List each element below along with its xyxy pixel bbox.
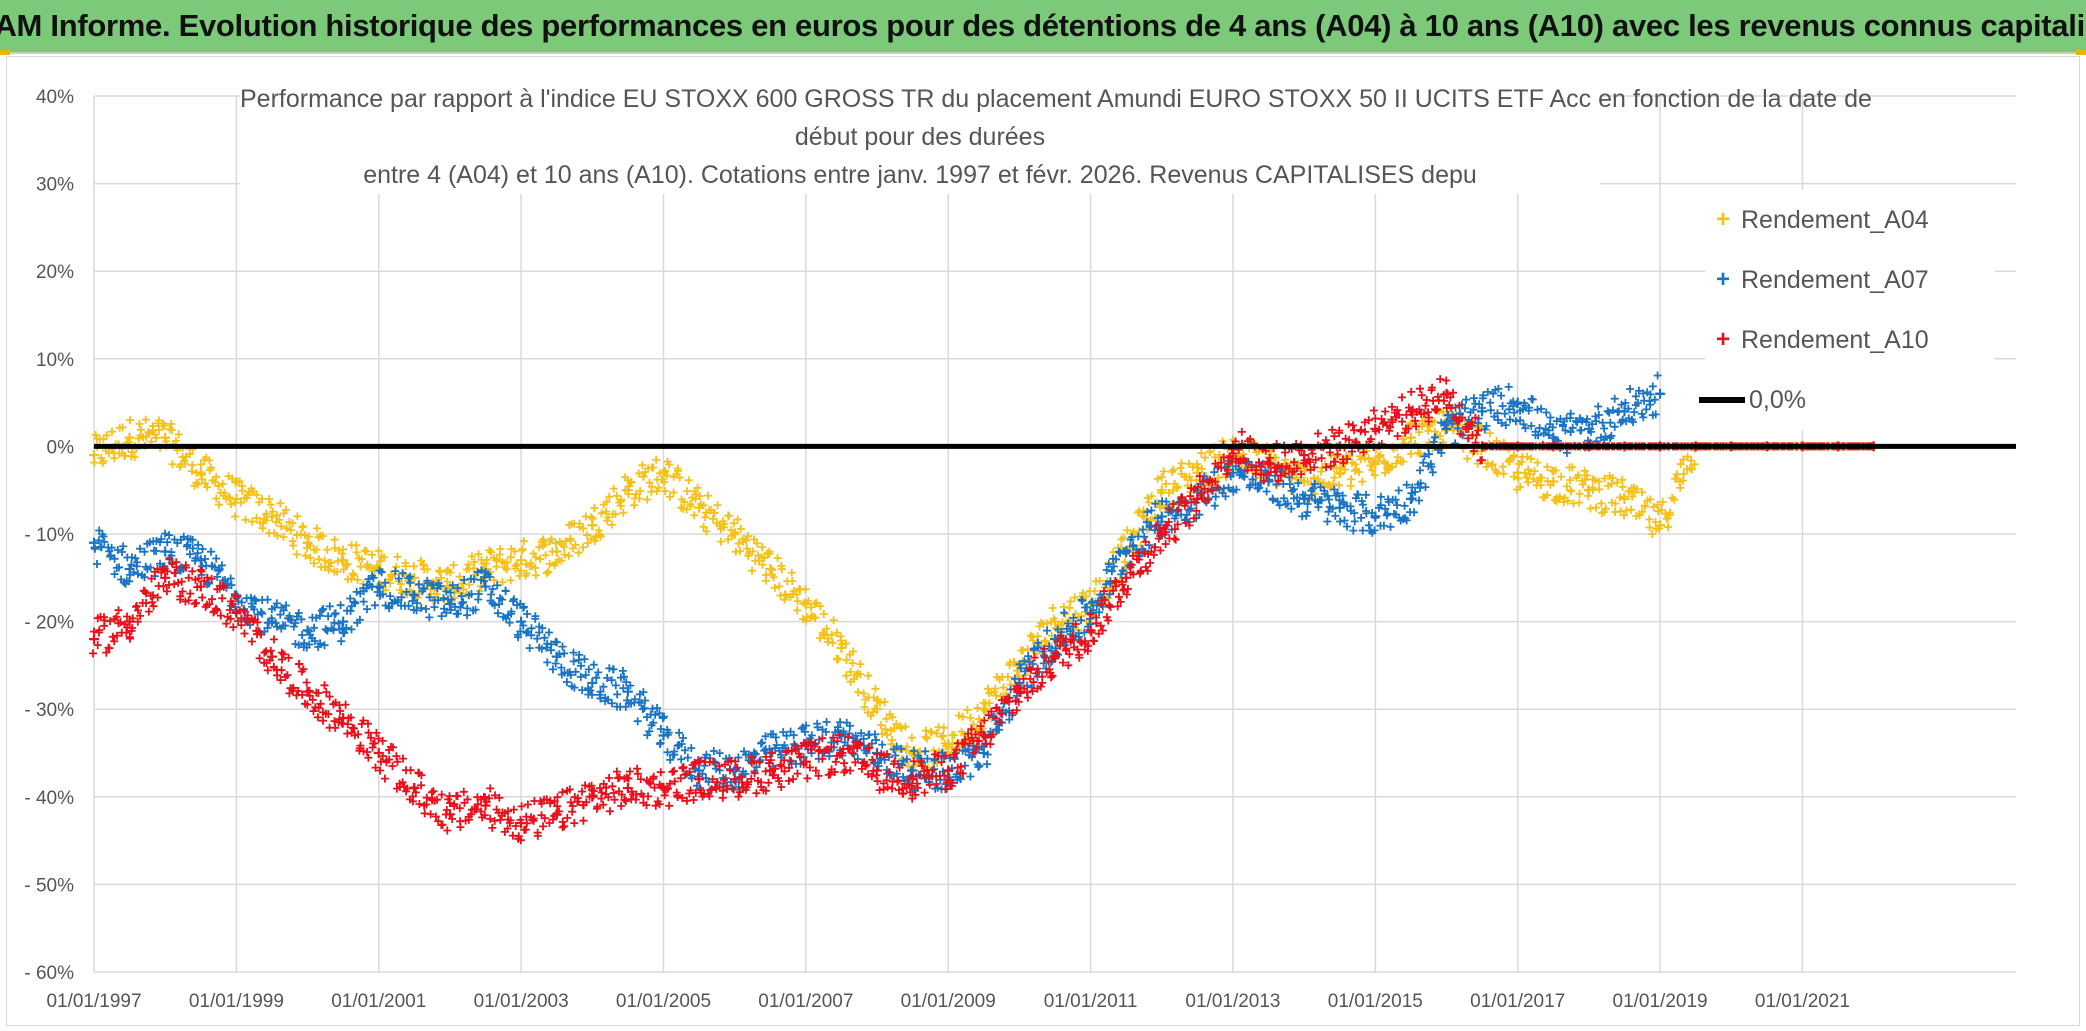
- data-point-a10: [1085, 625, 1096, 636]
- banner-title: ADAM Informe. Evolution historique des p…: [0, 0, 2086, 54]
- x-tick-label: 01/01/2003: [474, 991, 569, 1012]
- data-point-a10: [729, 774, 740, 785]
- x-tick-label: 01/01/2021: [1755, 991, 1850, 1012]
- y-tick-label: 20%: [36, 262, 74, 283]
- legend-item-a07: + Rendement_A07: [1705, 250, 1995, 310]
- legend-label-a10: Rendement_A10: [1741, 325, 1929, 354]
- data-point-a07: [480, 581, 491, 592]
- scatter-cloud-a07: [90, 371, 1664, 795]
- chart-title-line-3: entre 4 (A04) et 10 ans (A10). Cotations…: [363, 161, 1477, 189]
- x-tick-label: 01/01/1997: [46, 991, 141, 1012]
- chart-title: Performance par rapport à l'indice EU ST…: [240, 80, 1872, 194]
- x-tick-label: 01/01/2015: [1328, 991, 1423, 1012]
- chart-title-line-2: début pour des durées: [794, 123, 1046, 151]
- legend-item-a10: + Rendement_A10: [1705, 310, 1995, 370]
- data-point-a07: [444, 599, 455, 610]
- x-tick-label: 01/01/1999: [189, 991, 284, 1012]
- series-a07: [89, 371, 1666, 795]
- data-point-a10: [943, 765, 954, 776]
- y-tick-label: - 60%: [24, 963, 74, 984]
- x-tick-label: 01/01/2007: [758, 991, 853, 1012]
- data-point-a04: [1405, 432, 1416, 443]
- data-point-a04: [89, 450, 99, 461]
- data-point-a04: [765, 564, 776, 575]
- data-point-a10: [89, 634, 99, 645]
- plus-marker-icon: +: [1715, 326, 1730, 353]
- line-marker-icon: [1699, 397, 1745, 403]
- x-tick-label: 01/01/2017: [1470, 991, 1565, 1012]
- plus-marker-icon: +: [1715, 206, 1730, 233]
- x-tick-label: 01/01/2009: [901, 991, 996, 1012]
- legend-item-zero: 0,0%: [1699, 370, 1995, 430]
- data-point-a07: [622, 686, 633, 697]
- data-point-a10: [694, 774, 705, 785]
- data-point-a10: [160, 572, 171, 583]
- y-tick-label: - 50%: [24, 875, 74, 896]
- data-point-a04: [516, 555, 527, 566]
- y-tick-label: 0%: [47, 437, 75, 458]
- x-tick-label: 01/01/2019: [1613, 991, 1708, 1012]
- legend-label-a04: Rendement_A04: [1741, 205, 1929, 234]
- legend-item-a04: + Rendement_A04: [1705, 190, 1995, 250]
- data-point-a07: [587, 677, 598, 688]
- series-a04: [89, 407, 1879, 772]
- series-layer: [89, 371, 1879, 845]
- chart-title-line-1: Performance par rapport à l'indice EU ST…: [240, 85, 1872, 113]
- plus-marker-icon: +: [1715, 266, 1730, 293]
- x-tick-label: 01/01/2005: [616, 991, 711, 1012]
- y-tick-label: 40%: [36, 87, 74, 108]
- y-tick-label: 30%: [36, 175, 74, 196]
- corner-accent-left: [0, 50, 10, 55]
- y-tick-label: - 20%: [24, 613, 74, 634]
- y-axis-ticks: 40% 30% 20% 10% 0% - 10% - 20% - 30% - 40% - 50% -…: [24, 87, 74, 984]
- y-tick-label: 10%: [36, 350, 74, 371]
- x-axis-ticks: 01/01/1997 01/01/1999 01/01/2001 01/01/2003…: [46, 991, 1850, 1012]
- data-point-a07: [302, 625, 313, 636]
- corner-accent-right: [2076, 50, 2086, 55]
- y-tick-label: - 40%: [24, 788, 74, 809]
- y-tick-label: - 10%: [24, 525, 74, 546]
- chart-legend: + Rendement_A04 + Rendement_A07 + Rendem…: [1699, 190, 1995, 430]
- legend-label-zero: 0,0%: [1749, 385, 1806, 414]
- y-tick-label: - 30%: [24, 700, 74, 721]
- data-point-a07: [1548, 432, 1559, 443]
- x-tick-label: 01/01/2001: [331, 991, 426, 1012]
- data-point-a10: [1121, 572, 1132, 583]
- x-tick-label: 01/01/2011: [1044, 991, 1138, 1012]
- legend-label-a07: Rendement_A07: [1741, 265, 1929, 294]
- x-tick-label: 01/01/2013: [1185, 991, 1280, 1012]
- data-point-a04: [124, 432, 135, 443]
